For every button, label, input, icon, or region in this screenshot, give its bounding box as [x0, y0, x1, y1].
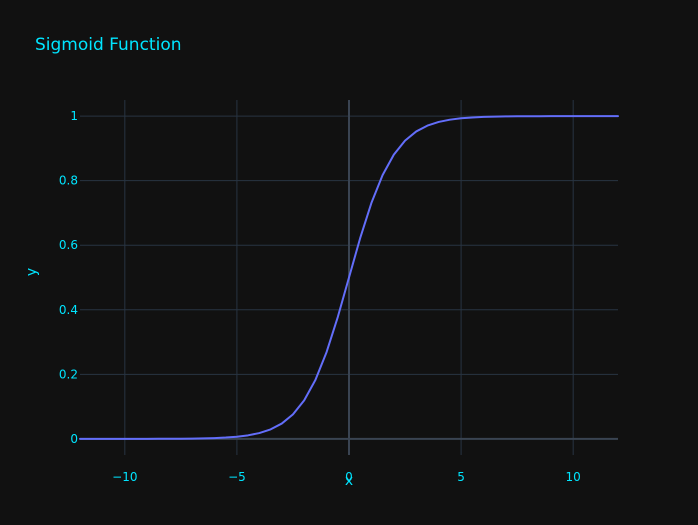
x-tick-label: 0: [345, 470, 353, 484]
y-tick-label: 0: [70, 432, 78, 446]
y-tick-label: 0.8: [59, 174, 78, 188]
x-axis-label: x: [345, 473, 353, 489]
series-layer: [79, 115, 619, 440]
series-line: [79, 115, 619, 440]
y-tick-label: 0.2: [59, 367, 78, 381]
y-axis-label: y: [24, 268, 40, 276]
y-tick-label: 1: [70, 109, 78, 123]
y-tick-label: 0.6: [59, 238, 78, 252]
tick-labels: −10 −5 0 5 10 0 0.2 0.4 0.6 0.8 1: [59, 109, 581, 484]
y-tick-label: 0.4: [59, 303, 78, 317]
x-tick-label: −5: [228, 470, 246, 484]
x-tick-label: 10: [566, 470, 581, 484]
x-tick-label: −10: [112, 470, 137, 484]
x-tick-label: 5: [457, 470, 465, 484]
chart-title: Sigmoid Function: [35, 35, 182, 55]
